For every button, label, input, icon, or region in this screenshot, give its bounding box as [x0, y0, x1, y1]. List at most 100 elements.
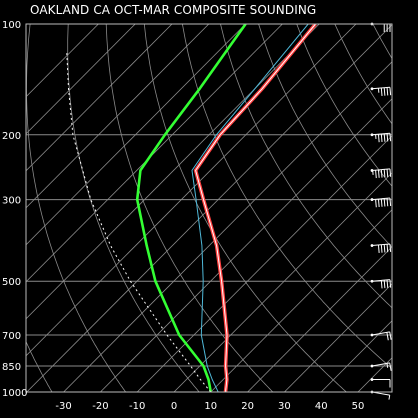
wind-barb-layer	[370, 22, 392, 400]
x-tick-label: 10	[204, 401, 217, 412]
wind-barb	[370, 390, 391, 400]
wind-barb-flag	[389, 243, 392, 253]
x-tick-label: -30	[55, 401, 71, 412]
wind-barb	[370, 362, 392, 371]
wind-barb-flag	[386, 133, 389, 142]
x-tick-label: -20	[92, 401, 108, 412]
wind-barb-flag	[386, 363, 389, 368]
wind-barb	[370, 331, 392, 341]
wind-barb-flag	[386, 244, 389, 253]
dry-adiabat-line	[182, 24, 392, 370]
wind-barb-flag	[377, 244, 380, 254]
y-tick-label: 500	[2, 277, 21, 288]
wind-barb-station-dot	[370, 378, 374, 381]
wind-barb-flag	[380, 198, 383, 207]
isotherm-line	[63, 61, 392, 392]
wind-barb-flag	[383, 87, 386, 96]
series-layer	[66, 24, 317, 392]
dry-adiabat-line	[143, 24, 348, 392]
isotherm-line	[173, 172, 392, 392]
wind-barb-flag	[389, 133, 392, 142]
temperature-core-line	[195, 24, 316, 392]
y-tick-label: 300	[2, 196, 21, 207]
dry-adiabat-line	[258, 24, 392, 248]
isotherm-line	[26, 24, 99, 98]
wind-barb	[370, 86, 392, 96]
wind-barb-station-dot	[370, 244, 374, 247]
wind-barb-flag	[389, 331, 392, 340]
wind-barb-flag	[383, 244, 386, 253]
wind-barb-station-dot	[370, 279, 374, 283]
wind-barb-flag	[389, 362, 392, 371]
isotherm-line	[320, 320, 392, 392]
wind-barb-flag	[389, 279, 392, 288]
wind-barb-station-dot	[370, 333, 374, 337]
x-tick-label: 50	[352, 401, 365, 412]
wind-barb	[370, 279, 392, 289]
wind-barb-flag	[389, 168, 392, 177]
wind-barb-flag	[388, 395, 391, 400]
dry-adiabat-line	[220, 24, 392, 309]
y-tick-label: 1000	[2, 388, 27, 399]
isotherm-line	[26, 24, 210, 209]
wind-barb-flag	[380, 133, 383, 142]
isotherm-line	[26, 24, 392, 392]
y-tick-label: 850	[2, 362, 21, 373]
dewpoint-profile-line	[135, 24, 247, 392]
axis-layer: 100 200 300 500 700 850 1000 -30 -20 -10 0 10 20 30 40…	[2, 20, 393, 412]
wind-barb-flag	[383, 169, 386, 178]
dry-adiabat-line	[26, 24, 127, 392]
y-tick-label: 200	[2, 131, 21, 142]
wind-barb	[370, 197, 392, 208]
wind-barb-flag	[377, 134, 380, 143]
wind-barb-station-dot	[370, 87, 374, 91]
isotherm-line	[284, 283, 392, 392]
wind-barb-station-dot	[370, 364, 374, 368]
wind-barb-flag	[375, 170, 377, 179]
dry-adiabat-line	[296, 24, 392, 187]
x-tick-label: -10	[129, 401, 145, 412]
dry-adiabat-line	[26, 340, 53, 392]
wind-barb-flag	[375, 199, 377, 208]
wind-barb-staff	[371, 362, 390, 367]
wind-barb-flag	[386, 169, 389, 178]
x-tick-label: 20	[241, 401, 254, 412]
parcel-profile-line	[191, 24, 309, 392]
wind-barb	[370, 378, 391, 388]
x-tick-label: 30	[278, 401, 291, 412]
isotherm-line	[136, 135, 392, 392]
wind-barb-flag	[389, 197, 392, 207]
grid-layer	[26, 24, 392, 392]
chart-title: OAKLAND CA OCT-MAR COMPOSITE SOUNDING	[30, 3, 316, 17]
dry-adiabat-line	[105, 24, 274, 392]
wind-barb-station-dot	[370, 198, 374, 201]
isotherm-line	[26, 24, 136, 135]
wind-barb-flag	[383, 198, 386, 207]
x-tick-label: 40	[315, 401, 328, 412]
wind-barb	[370, 243, 392, 254]
isotherm-line	[26, 24, 173, 172]
isotherm-line	[26, 24, 283, 283]
isotherm-line	[247, 246, 392, 392]
wind-barb-flag	[377, 198, 380, 208]
plot-frame	[25, 23, 393, 393]
isotherm-line	[26, 24, 357, 357]
wind-barb-flag	[380, 280, 383, 289]
wind-barb-flag	[380, 87, 383, 96]
y-tick-label: 700	[2, 331, 21, 342]
wind-barb-flag	[386, 279, 389, 288]
wind-barb-flag	[386, 198, 389, 207]
wind-barb-flag	[383, 133, 386, 142]
dry-adiabat-line	[67, 24, 200, 392]
isotherm-line	[26, 24, 246, 246]
x-tick-label: 0	[171, 401, 177, 412]
wind-barb-flag	[386, 332, 389, 341]
isotherm-line	[100, 98, 392, 392]
wind-barb-flag	[377, 169, 380, 178]
wind-barb-staff	[371, 391, 390, 396]
wind-barb-flag	[383, 280, 386, 289]
isotherm-line	[210, 209, 392, 392]
wind-barb-flag	[389, 87, 392, 96]
wind-barb-flag	[380, 244, 383, 253]
